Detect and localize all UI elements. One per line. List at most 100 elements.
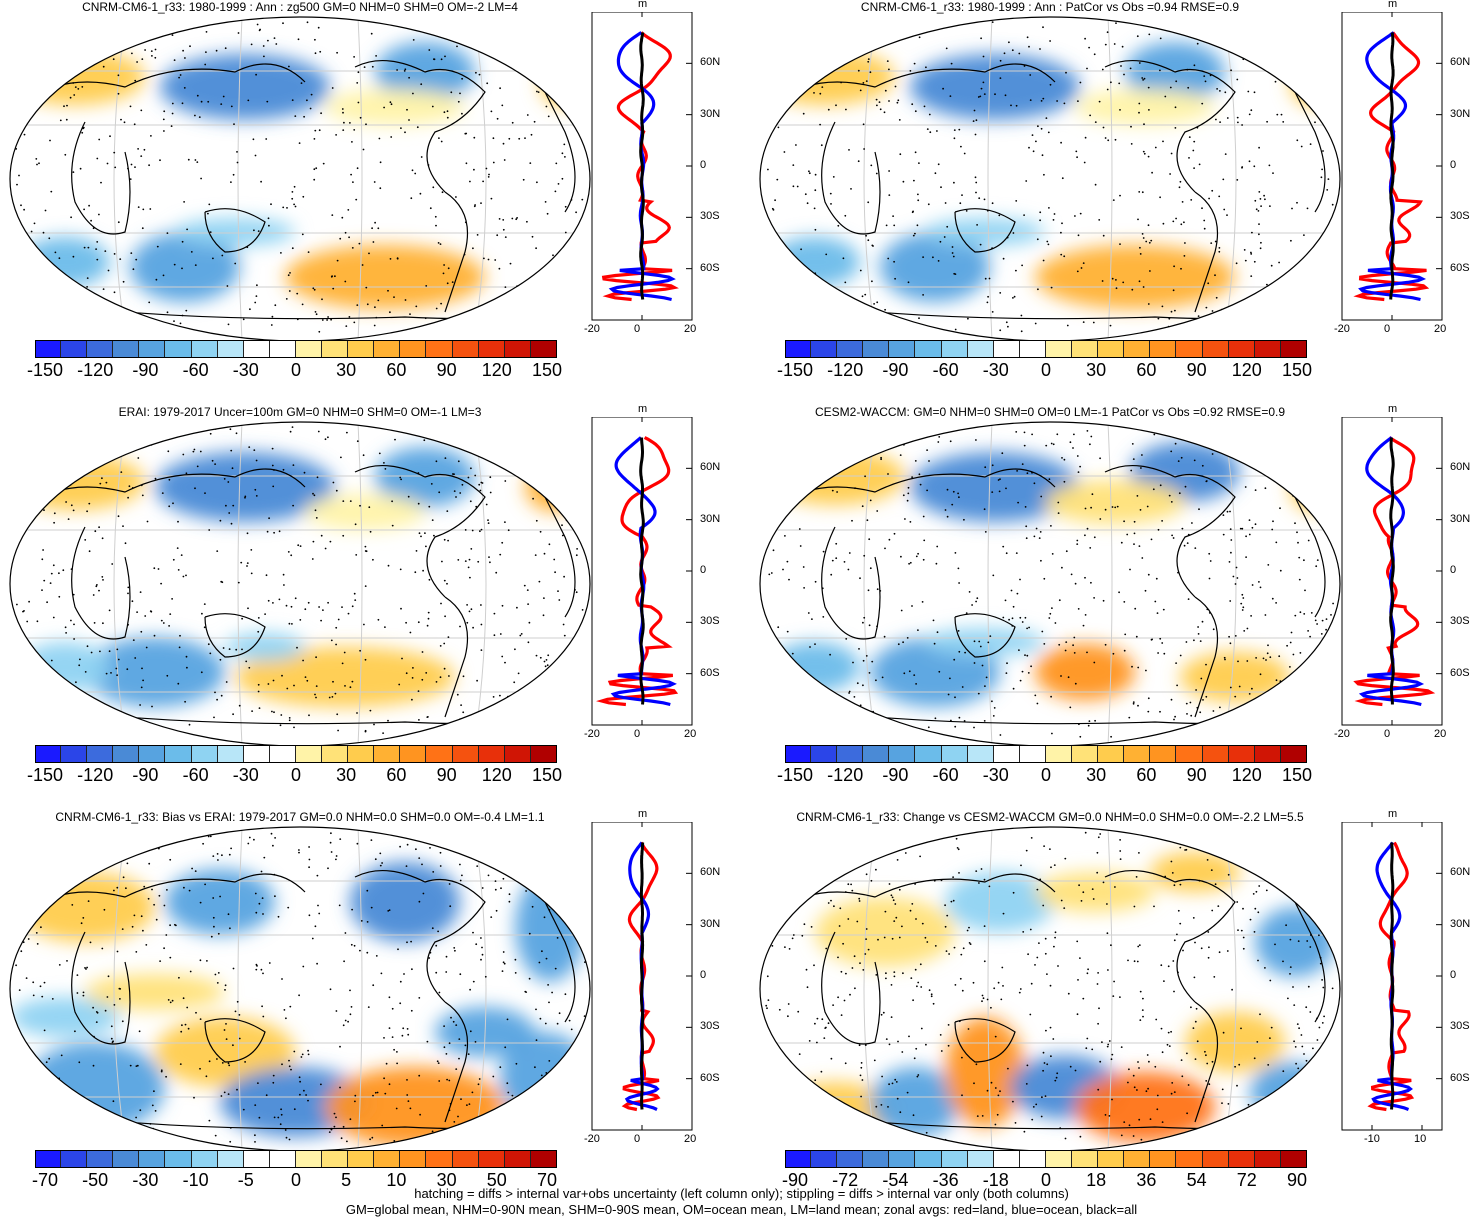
colorbar-tick-label: -10 — [182, 1170, 209, 1190]
colorbar-cell — [478, 340, 505, 358]
colorbar-tick-label: -30 — [982, 765, 1009, 785]
colorbar-tick-label: 5 — [341, 1170, 352, 1190]
footer-line-2: GM=global mean, NHM=0-90N mean, SHM=0-90… — [345, 1202, 1138, 1217]
zonal-xtick-label: -20 — [584, 1133, 600, 1145]
anomaly-region — [130, 232, 240, 302]
anomaly-region — [870, 1067, 960, 1137]
colorbar-cell — [785, 1150, 812, 1168]
colorbar-tick-label: 50 — [486, 1170, 507, 1190]
colorbar-tick-label: 90 — [1186, 360, 1207, 380]
colorbar-cell — [374, 1150, 401, 1168]
zonal-lat-label: 30N — [700, 512, 721, 525]
zonal-average-plot — [591, 417, 693, 726]
panel-title: CNRM-CM6-1_r33: Bias vs ERAI: 1979-2017 … — [55, 810, 545, 824]
zonal-units-label: m — [638, 808, 648, 820]
anomaly-region — [910, 54, 1080, 120]
colorbar-tick-label: 36 — [1136, 1170, 1157, 1190]
anomaly-region — [925, 218, 1045, 246]
robinson-map — [759, 421, 1341, 747]
colorbar-cell — [1254, 340, 1281, 358]
colorbar-tick-label: 60 — [386, 765, 407, 785]
colorbar-cell — [426, 1150, 453, 1168]
anomaly-region — [85, 974, 225, 1010]
zonal-xtick-label: 0 — [1384, 728, 1391, 740]
colorbar-cell — [1228, 340, 1255, 358]
zonal-lat-label: 60S — [700, 666, 720, 679]
colorbar-cell — [243, 340, 270, 358]
anomaly-region — [1180, 652, 1290, 702]
anomaly-region — [815, 897, 955, 967]
colorbar-tick-label: -150 — [776, 765, 814, 785]
colorbar-cell — [322, 1150, 349, 1168]
colorbar-cell — [139, 1150, 166, 1168]
colorbar-cell — [889, 1150, 916, 1168]
colorbar-tick-label: -60 — [932, 360, 959, 380]
zonal-lat-label: 60S — [1450, 261, 1470, 274]
zonal-lat-label: 30N — [700, 107, 721, 120]
colorbar — [785, 340, 1307, 358]
colorbar-cell — [1280, 340, 1307, 358]
colorbar-cell — [35, 340, 62, 358]
colorbar-tick-label: 30 — [1086, 360, 1107, 380]
anomaly-region — [1035, 245, 1235, 309]
colorbar-tick-label: 0 — [290, 765, 302, 785]
colorbar-labels: -150 -120 -90 -60 -30 0 30 60 90 120 150 — [777, 765, 1312, 787]
colorbar-cell — [915, 745, 942, 763]
zonal-lat-label: 60N — [1450, 866, 1471, 879]
colorbar-cell — [452, 340, 479, 358]
colorbar-tick-label: -30 — [232, 765, 259, 785]
zonal-curve-black — [639, 437, 645, 705]
robinson-map — [759, 826, 1341, 1152]
colorbar-tick-label: 72 — [1236, 1170, 1257, 1190]
colorbar-tick-label: 70 — [536, 1170, 558, 1190]
colorbar-tick-label: -120 — [77, 765, 114, 785]
colorbar-cell — [113, 745, 140, 763]
colorbar-cell — [811, 745, 838, 763]
robinson-map — [9, 16, 591, 342]
anomaly-region — [945, 872, 1055, 932]
colorbar-tick-label: 30 — [336, 360, 357, 380]
anomaly-region — [15, 872, 155, 942]
colorbar-cell — [1072, 1150, 1099, 1168]
colorbar-cell — [426, 745, 453, 763]
anomaly-region — [20, 237, 110, 287]
panel-title: CNRM-CM6-1_r33: Change vs CESM2-WACCM GM… — [796, 810, 1304, 824]
anomaly-region — [325, 1067, 505, 1147]
colorbar-tick-label: 60 — [1136, 765, 1157, 785]
colorbar-tick-label: 10 — [386, 1170, 407, 1190]
colorbar-cell — [1045, 1150, 1073, 1168]
colorbar-tick-label: 0 — [290, 360, 302, 380]
zonal-xtick-label: 0 — [634, 1133, 641, 1145]
colorbar-cell — [1124, 1150, 1151, 1168]
zonal-xtick-label: 0 — [634, 728, 641, 740]
colorbar-cell — [374, 340, 401, 358]
zonal-lat-label: 30S — [700, 615, 720, 628]
anomaly-region — [350, 862, 460, 942]
anomaly-region — [175, 218, 295, 246]
anomaly-region — [1075, 1072, 1215, 1142]
colorbar — [35, 745, 557, 763]
colorbar-cell — [785, 745, 812, 763]
anomaly-region — [1150, 852, 1240, 892]
zonal-lat-label: 60N — [1450, 461, 1471, 474]
colorbar-cell — [1019, 340, 1046, 358]
colorbar-cell — [426, 340, 453, 358]
colorbar-tick-label: 30 — [1086, 765, 1107, 785]
zonal-lat-label: 0 — [1450, 969, 1457, 981]
zonal-xtick-label: 20 — [684, 323, 697, 335]
colorbar-tick-label: -18 — [982, 1170, 1009, 1190]
colorbar-tick-label: -90 — [882, 765, 909, 785]
colorbar-tick-label: 150 — [1281, 765, 1313, 785]
colorbar-tick-label: -60 — [182, 360, 209, 380]
colorbar-tick-label: -90 — [132, 360, 159, 380]
colorbar-cell — [61, 1150, 88, 1168]
colorbar-tick-label: 120 — [1231, 765, 1262, 785]
zonal-xtick-label: 20 — [1434, 728, 1447, 740]
colorbar-cell — [1098, 340, 1125, 358]
colorbar-cell — [504, 1150, 531, 1168]
colorbar-cell — [915, 1150, 942, 1168]
colorbar-labels: -150 -120 -90 -60 -30 0 30 60 90 120 150 — [777, 360, 1312, 382]
anomaly-region — [515, 872, 585, 982]
colorbar-tick-label: -54 — [882, 1170, 909, 1190]
colorbar-cell — [478, 1150, 505, 1168]
